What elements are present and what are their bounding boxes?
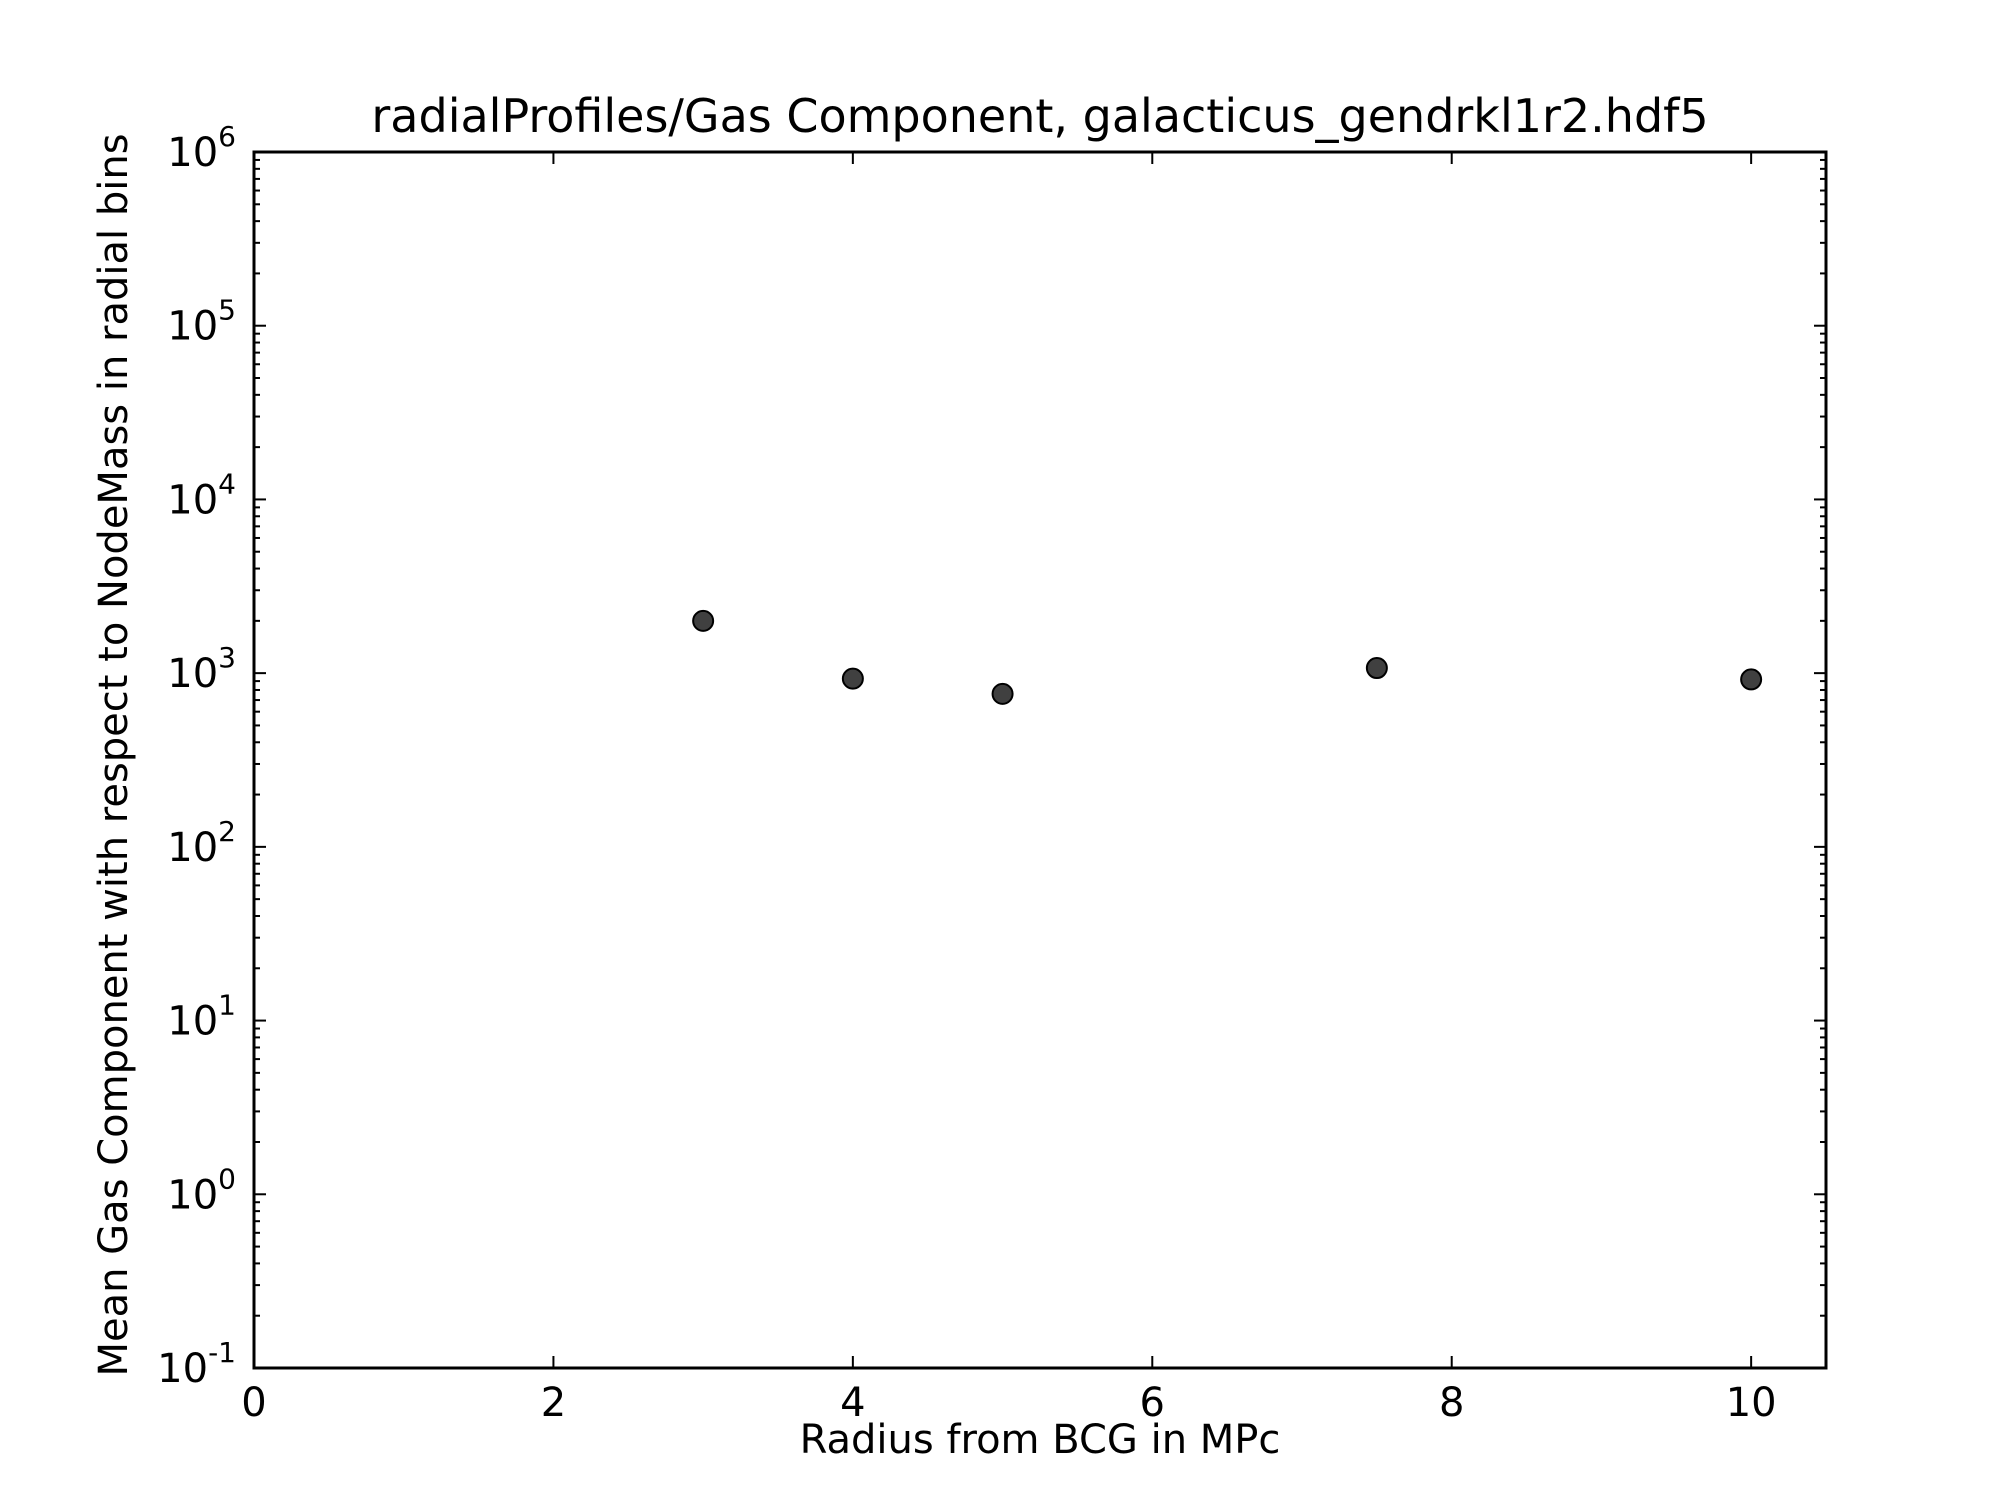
y-tick-base: 10 xyxy=(167,651,218,697)
y-tick-exponent: 6 xyxy=(218,120,236,153)
y-tick-exponent: -1 xyxy=(208,1336,236,1369)
x-tick-label: 8 xyxy=(1439,1380,1464,1426)
x-tick-label: 2 xyxy=(541,1380,566,1426)
y-tick-base: 10 xyxy=(167,1172,218,1218)
data-points xyxy=(692,609,1763,705)
x-axis-label: Radius from BCG in MPc xyxy=(800,1417,1281,1463)
y-axis-label: Mean Gas Component with respect to NodeM… xyxy=(91,133,137,1376)
data-point xyxy=(841,667,864,690)
y-tick-base: 10 xyxy=(167,304,218,350)
y-tick-label: 102 xyxy=(167,815,236,871)
y-tick-base: 10 xyxy=(167,477,218,523)
data-point xyxy=(692,609,715,632)
y-tick-label: 106 xyxy=(167,120,236,176)
y-tick-base: 10 xyxy=(157,1346,208,1392)
y-tick-exponent: 0 xyxy=(218,1162,236,1195)
y-tick-exponent: 1 xyxy=(218,989,236,1022)
y-tick-exponent: 4 xyxy=(218,467,236,500)
y-tick-label: 10-1 xyxy=(157,1336,236,1392)
y-tick-base: 10 xyxy=(167,825,218,871)
y-tick-exponent: 3 xyxy=(218,641,236,674)
plot-area-frame xyxy=(252,150,1828,1370)
x-tick-label: 4 xyxy=(840,1380,865,1426)
y-tick-label: 100 xyxy=(167,1162,236,1218)
y-tick-exponent: 5 xyxy=(218,294,236,327)
x-tick-label: 6 xyxy=(1140,1380,1165,1426)
data-point xyxy=(1365,657,1388,680)
y-tick-label: 103 xyxy=(167,641,236,697)
data-point xyxy=(1740,668,1763,691)
y-tick-label: 105 xyxy=(167,294,236,350)
y-tick-exponent: 2 xyxy=(218,815,236,848)
y-tick-label: 104 xyxy=(167,467,236,523)
y-tick-label: 101 xyxy=(167,989,236,1045)
x-tick-label: 0 xyxy=(241,1380,266,1426)
x-tick-label: 10 xyxy=(1726,1380,1777,1426)
y-tick-base: 10 xyxy=(167,999,218,1045)
data-point xyxy=(991,682,1014,705)
chart-title: radialProfiles/Gas Component, galacticus… xyxy=(371,89,1708,143)
y-tick-base: 10 xyxy=(167,130,218,176)
